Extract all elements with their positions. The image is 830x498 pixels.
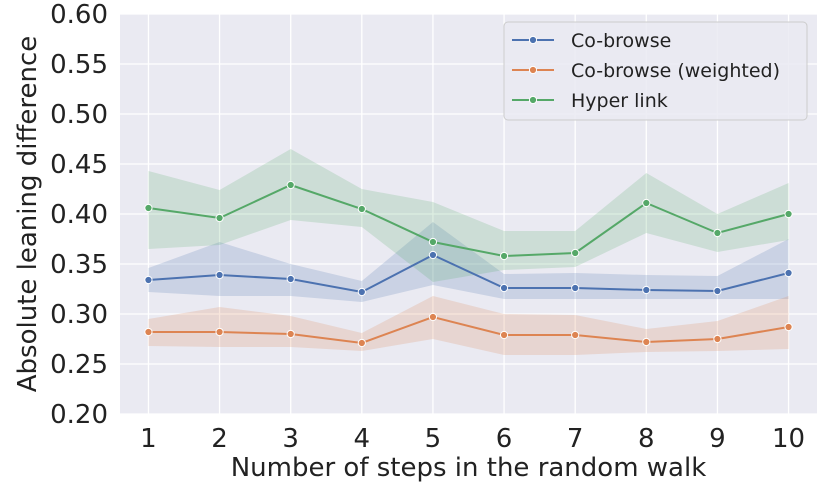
hyper-link-point xyxy=(215,213,224,223)
series-points xyxy=(144,180,793,348)
co-browse-weighted-line xyxy=(148,315,789,345)
co-browse-point xyxy=(713,286,722,296)
x-tick-label: 4 xyxy=(354,424,371,454)
y-tick-label: 0.40 xyxy=(50,200,108,230)
co-browse-weighted-point xyxy=(499,330,509,340)
co-browse-point xyxy=(428,250,438,260)
hyper-link-point xyxy=(499,251,509,261)
x-tick-label: 6 xyxy=(496,424,513,454)
co-browse-weighted-point xyxy=(428,312,438,322)
y-axis-label: Absolute leaning difference xyxy=(13,36,43,393)
x-tick-label: 5 xyxy=(425,424,442,454)
co-browse-point xyxy=(286,274,295,284)
y-axis-ticks: 0.20 0.25 0.30 0.35 0.40 0.45 0.50 0.55 0.60 xyxy=(50,0,108,430)
hyper-link-point xyxy=(144,203,153,213)
y-tick-label: 0.50 xyxy=(50,100,108,130)
x-axis-ticks: 1 2 3 4 5 6 7 8 9 10 xyxy=(140,424,805,454)
hyper-link-point xyxy=(642,198,651,208)
x-axis-label: Number of steps in the random walk xyxy=(231,453,707,483)
legend-marker xyxy=(528,95,538,105)
y-tick-label: 0.35 xyxy=(50,250,108,280)
x-tick-label: 1 xyxy=(140,424,157,454)
y-tick-label: 0.30 xyxy=(50,300,108,330)
x-tick-label: 2 xyxy=(211,424,228,454)
x-tick-label: 9 xyxy=(709,424,726,454)
co-browse-point xyxy=(215,270,224,280)
co-browse-weighted-point xyxy=(215,327,224,337)
co-browse-weighted-point xyxy=(713,334,722,344)
legend-label: Co-browse xyxy=(571,30,671,52)
co-browse-weighted-point xyxy=(357,338,366,348)
y-tick-label: 0.60 xyxy=(50,0,108,30)
hyper-link-line xyxy=(148,183,789,258)
series-lines xyxy=(148,183,789,345)
co-browse-point xyxy=(499,283,509,293)
hyper-link-point xyxy=(357,204,366,214)
co-browse-weighted-point xyxy=(784,322,793,332)
hyper-link-point xyxy=(784,209,793,219)
x-tick-label: 3 xyxy=(282,424,299,454)
y-tick-label: 0.45 xyxy=(50,150,108,180)
co-browse-weighted-point xyxy=(286,329,295,339)
x-tick-label: 7 xyxy=(567,424,584,454)
co-browse-point xyxy=(357,287,366,297)
legend-marker xyxy=(528,65,538,75)
x-tick-label: 10 xyxy=(772,424,805,454)
legend-label: Co-browse (weighted) xyxy=(571,60,780,82)
y-tick-label: 0.55 xyxy=(50,50,108,80)
hyper-link-point xyxy=(286,180,295,190)
co-browse-weighted-point xyxy=(144,327,153,337)
legend-label: Hyper link xyxy=(571,90,668,112)
co-browse-weighted-point xyxy=(642,337,651,347)
hyper-link-point xyxy=(571,248,580,258)
co-browse-weighted-point xyxy=(571,330,580,340)
co-browse-point xyxy=(784,268,793,278)
legend-box xyxy=(503,21,808,121)
hyper-link-point xyxy=(428,237,438,247)
y-tick-label: 0.20 xyxy=(50,400,108,430)
legend-marker xyxy=(528,35,538,45)
co-browse-point xyxy=(642,285,651,295)
legend: Co-browse Co-browse (weighted) Hyper link xyxy=(503,21,808,121)
co-browse-point xyxy=(144,275,153,285)
hyper-link-point xyxy=(713,228,722,238)
hyper-link-ci-band xyxy=(148,149,789,282)
co-browse-point xyxy=(571,283,580,293)
co-browse-line xyxy=(148,253,789,294)
x-tick-label: 8 xyxy=(638,424,655,454)
y-tick-label: 0.25 xyxy=(50,350,108,380)
